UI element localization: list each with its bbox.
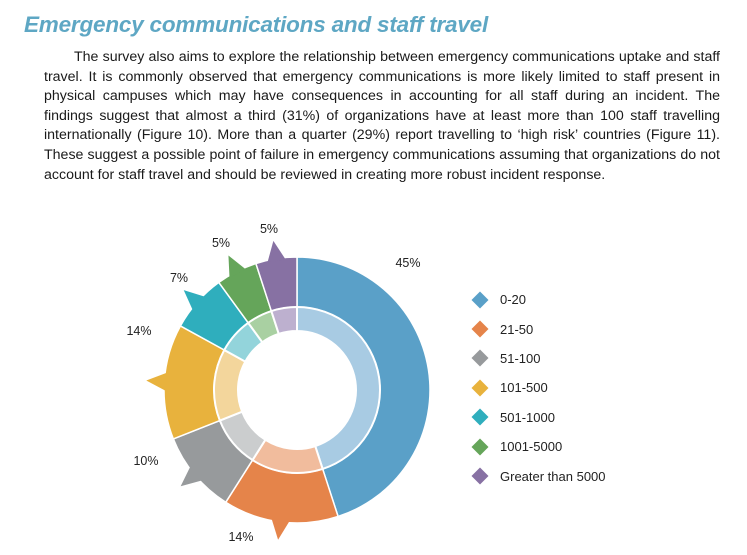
legend-label: 51-100 (500, 350, 541, 366)
legend-swatch (471, 320, 489, 338)
legend-item: 501-1000 (470, 403, 606, 432)
data-label-101-500: 14% (126, 324, 151, 338)
callout-pointer-greater-than-5000 (267, 240, 286, 263)
legend-item: Greater than 5000 (470, 461, 606, 490)
callout-pointer-1001-5000 (228, 255, 246, 278)
legend-item: 101-500 (470, 373, 606, 402)
data-label-21-50: 14% (228, 530, 253, 544)
legend-label: 1001-5000 (500, 439, 563, 455)
data-label-1001-5000: 5% (212, 236, 230, 250)
outer-ring (146, 240, 431, 540)
legend-item: 0-20 (470, 285, 606, 314)
data-label-0-20: 45% (395, 256, 420, 270)
section-heading: Emergency communications and staff trave… (24, 12, 489, 37)
callout-pointer-51-100 (180, 466, 203, 487)
callout-pointer-101-500 (146, 372, 168, 391)
legend-label: 101-500 (500, 380, 548, 396)
legend-swatch (471, 438, 489, 456)
legend-swatch (471, 291, 489, 309)
inner-slice-101-500 (213, 348, 247, 422)
legend-item: 1001-5000 (470, 432, 606, 461)
data-label-51-100: 10% (133, 454, 158, 468)
legend-label: 21-50 (500, 321, 534, 337)
inner-slice-greater-than-5000 (270, 305, 298, 336)
callout-pointer-501-1000 (183, 290, 206, 311)
body-paragraph: The survey also aims to explore the rela… (44, 49, 720, 183)
legend-item: 21-50 (470, 314, 606, 343)
data-label-501-1000: 7% (170, 271, 188, 285)
legend-label: 501-1000 (500, 409, 555, 425)
legend-swatch (471, 379, 489, 397)
legend-swatch (471, 408, 489, 426)
legend-label: 0-20 (500, 292, 527, 308)
legend-swatch (471, 467, 489, 485)
data-label-greater-than-5000: 5% (260, 222, 278, 236)
data-labels: 45% 14% 10% 14% 7% 5% 5% (126, 222, 420, 544)
legend-label: Greater than 5000 (500, 468, 606, 484)
legend-item: 51-100 (470, 344, 606, 373)
legend-swatch (471, 349, 489, 367)
callout-pointer-21-50 (271, 518, 290, 540)
inner-ring (213, 305, 381, 474)
chart-legend: 0-20 21-50 51-100 101-500 501-1000 1001-5000 G… (470, 285, 606, 491)
